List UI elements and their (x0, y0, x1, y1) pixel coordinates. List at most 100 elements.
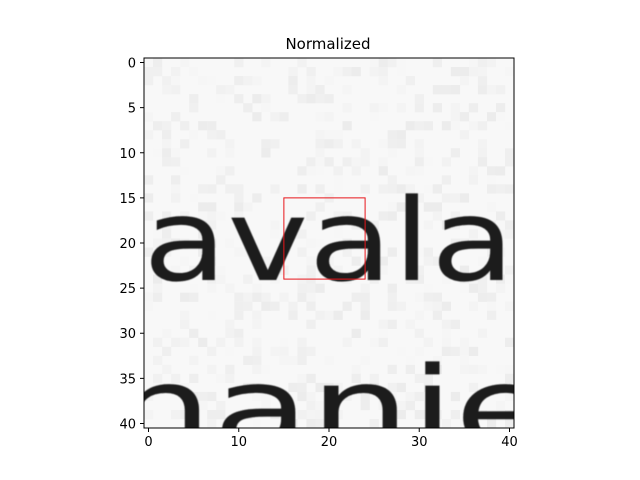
noise-cell (315, 184, 325, 194)
noise-cell (297, 166, 307, 176)
noise-cell (495, 85, 506, 95)
noise-cell (387, 382, 397, 393)
noise-cell (144, 76, 154, 86)
noise-cell (315, 400, 325, 411)
noise-cell (486, 292, 497, 302)
noise-cell (270, 220, 280, 230)
noise-cell (459, 76, 470, 86)
highlight-box (283, 197, 366, 280)
noise-cell (504, 364, 514, 375)
noise-cell (153, 229, 163, 239)
noise-cell (243, 292, 253, 302)
noise-cell (252, 94, 262, 104)
noise-cell (297, 247, 307, 257)
noise-cell (324, 130, 334, 140)
noise-cell (153, 283, 163, 293)
noise-cell (252, 337, 262, 347)
noise-cell (423, 382, 433, 393)
noise-cell (144, 391, 154, 402)
noise-cell (234, 94, 244, 104)
noise-cell (189, 94, 199, 104)
noise-cell (441, 193, 452, 203)
noise-cell (144, 67, 154, 77)
noise-cell (297, 94, 307, 104)
noise-cell (351, 292, 361, 302)
noise-cell (432, 256, 443, 266)
chart-title: Normalized (285, 35, 370, 53)
noise-cell (297, 283, 307, 293)
noise-cell (306, 256, 316, 266)
noise-cell (333, 229, 343, 239)
noise-cell (486, 247, 497, 257)
noise-cell (324, 76, 334, 86)
noise-cell (162, 346, 172, 357)
noise-cell (378, 76, 388, 86)
noise-cell (423, 292, 433, 302)
noise-cell (225, 328, 235, 338)
noise-cell (450, 391, 461, 402)
noise-cell (351, 373, 361, 384)
noise-cell (270, 301, 280, 311)
noise-cell (468, 58, 479, 68)
noise-cell (180, 337, 190, 347)
noise-cell (387, 58, 397, 68)
noise-cell (198, 76, 208, 86)
noise-cell (315, 148, 325, 158)
noise-cell (225, 85, 235, 95)
noise-cell (243, 409, 253, 420)
noise-cell (261, 103, 271, 113)
noise-cell (306, 85, 316, 95)
noise-cell (306, 211, 316, 221)
noise-cell (315, 85, 325, 95)
noise-cell (162, 130, 172, 140)
noise-cell (432, 85, 443, 95)
noise-cell (459, 67, 470, 77)
noise-cell (171, 184, 181, 194)
noise-cell (234, 301, 244, 311)
noise-cell (459, 346, 470, 357)
noise-cell (414, 139, 424, 149)
noise-cell (207, 202, 217, 212)
noise-cell (459, 418, 470, 428)
noise-cell (261, 400, 271, 411)
noise-cell (279, 391, 289, 402)
noise-cell (207, 76, 217, 86)
noise-cell (225, 364, 235, 375)
noise-cell (243, 382, 253, 393)
noise-cell (171, 337, 181, 347)
noise-cell (387, 148, 397, 158)
noise-cell (405, 274, 415, 284)
noise-cell (342, 157, 352, 167)
noise-cell (189, 328, 199, 338)
noise-cell (396, 409, 406, 420)
noise-cell (261, 292, 271, 302)
noise-cell (270, 229, 280, 239)
noise-cell (387, 364, 397, 375)
noise-cell (441, 157, 452, 167)
noise-cell (288, 301, 298, 311)
noise-cell (315, 202, 325, 212)
noise-cell (396, 67, 406, 77)
noise-cell (504, 229, 514, 239)
noise-cell (225, 319, 235, 329)
noise-cell (495, 166, 506, 176)
noise-cell (153, 67, 163, 77)
noise-cell (468, 229, 479, 239)
noise-cell (441, 418, 452, 428)
noise-cell (342, 247, 352, 257)
noise-cell (207, 130, 217, 140)
noise-cell (306, 157, 316, 167)
noise-cell (477, 274, 488, 284)
noise-cell (216, 274, 226, 284)
noise-cell (297, 229, 307, 239)
noise-cell (468, 301, 479, 311)
noise-cell (153, 337, 163, 347)
noise-cell (477, 256, 488, 266)
noise-cell (324, 157, 334, 167)
noise-cell (207, 283, 217, 293)
noise-cell (369, 382, 379, 393)
noise-cell (369, 337, 379, 347)
noise-cell (144, 130, 154, 140)
noise-cell (387, 301, 397, 311)
